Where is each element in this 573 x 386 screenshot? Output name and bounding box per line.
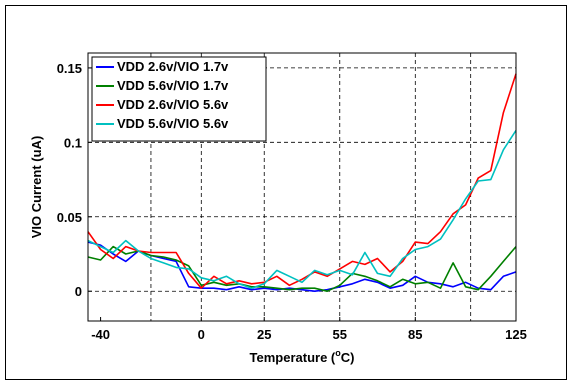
y-tick-label: 0.1 — [64, 135, 82, 150]
x-axis-title: Temperature (oC) — [250, 348, 355, 365]
legend-label: VDD 2.6v/VIO 1.7v — [117, 59, 229, 74]
y-axis-title: VIO Current (uA) — [29, 136, 44, 239]
x-tick-label: -40 — [91, 327, 110, 342]
series-line-2 — [87, 245, 517, 293]
x-tick-label: 125 — [505, 327, 527, 342]
series-line-1 — [87, 241, 517, 293]
legend-box — [91, 56, 267, 142]
x-tick-label: 0 — [198, 327, 205, 342]
tick-layer: -40 0 25 55 85 125 0 0.05 0.1 0.15 — [57, 61, 527, 342]
series-layer — [87, 73, 517, 293]
legend-label: VDD 2.6v/VIO 5.6v — [117, 97, 229, 112]
x-tick-label: 25 — [257, 327, 271, 342]
y-tick-label: 0 — [75, 284, 82, 299]
series-line-3 — [87, 73, 517, 290]
legend-label: VDD 5.6v/VIO 5.6v — [117, 116, 229, 131]
plot-border — [87, 52, 517, 322]
y-tick-label: 0.05 — [57, 210, 82, 225]
legend-label: VDD 5.6v/VIO 1.7v — [117, 78, 229, 93]
y-tick-label: 0.15 — [57, 61, 82, 76]
x-tick-label: 55 — [333, 327, 347, 342]
x-tick-label: 85 — [408, 327, 422, 342]
series-line-4 — [87, 129, 517, 290]
legend: VDD 2.6v/VIO 1.7v VDD 5.6v/VIO 1.7v VDD 2.… — [91, 56, 267, 142]
